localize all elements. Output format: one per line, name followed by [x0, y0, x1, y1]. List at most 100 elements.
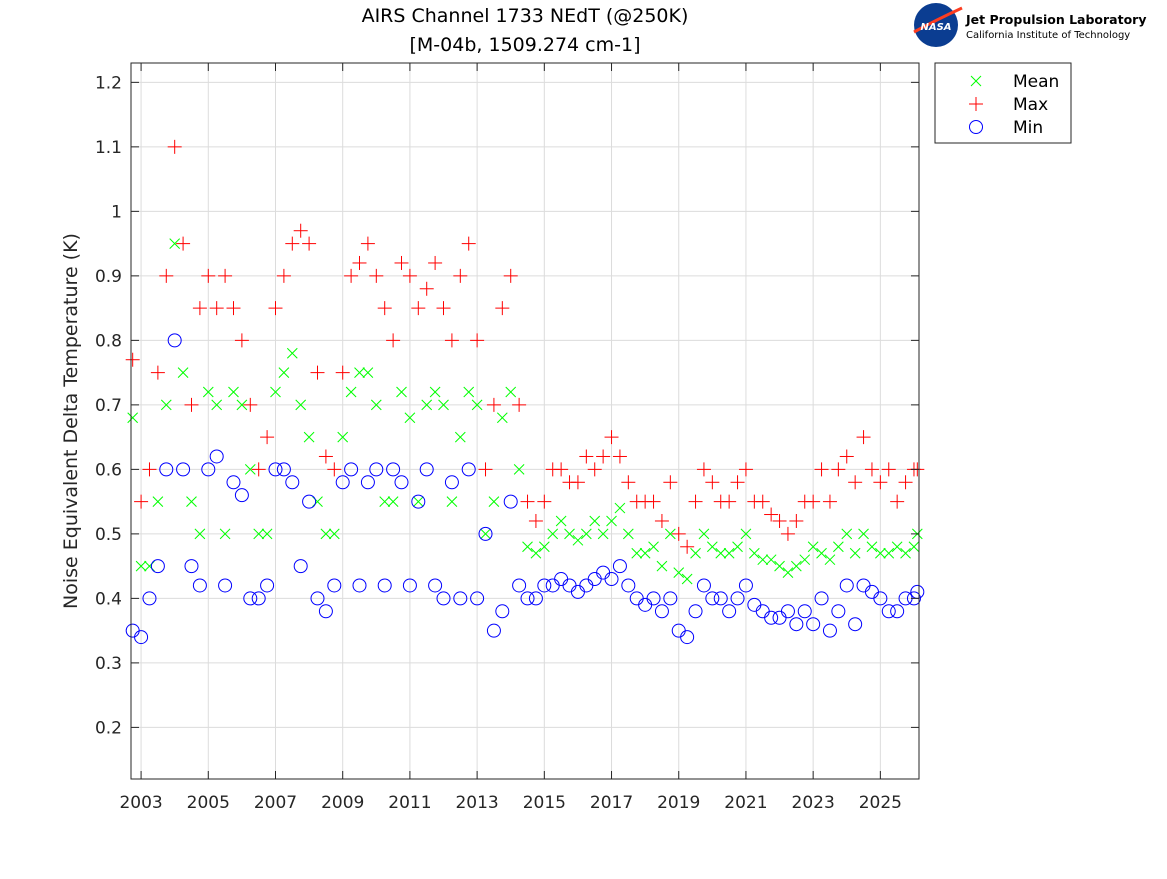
jpl-name: Jet Propulsion Laboratory [965, 12, 1146, 27]
point-min [453, 591, 468, 606]
point-mean [186, 496, 197, 507]
y-tick-label: 0.4 [95, 589, 122, 609]
point-max [402, 268, 417, 283]
point-max [512, 397, 527, 412]
point-min [831, 604, 846, 619]
point-mean [732, 541, 743, 553]
point-mean [328, 528, 340, 540]
point-min [738, 578, 753, 593]
point-mean [631, 547, 643, 559]
point-mean [412, 496, 424, 507]
point-max [302, 236, 317, 251]
point-min [285, 475, 300, 490]
point-min [327, 578, 342, 593]
legend-item-min[interactable]: Min [969, 118, 1044, 138]
x-tick-label: 2015 [523, 793, 566, 813]
point-min [696, 578, 711, 593]
x-tick-label: 2017 [590, 793, 633, 813]
point-min [848, 617, 863, 632]
point-min [789, 617, 804, 632]
y-axis-label: Noise Equivalent Delta Temperature (K) [60, 233, 82, 609]
point-mean [681, 573, 693, 585]
point-min [537, 578, 552, 593]
point-min [184, 559, 199, 574]
point-max [596, 449, 611, 464]
point-mean [597, 528, 609, 540]
point-min [545, 578, 560, 593]
legend-item-max[interactable]: Max [969, 95, 1048, 115]
point-min [344, 462, 359, 477]
point-max [789, 513, 804, 528]
point-mean [396, 386, 407, 398]
point-min [688, 604, 703, 619]
point-min [167, 333, 182, 348]
point-min [234, 488, 249, 503]
point-max [369, 268, 384, 283]
point-min [680, 630, 695, 645]
point-min [495, 604, 510, 619]
point-min [377, 578, 392, 593]
point-max [503, 268, 518, 283]
point-mean [488, 496, 500, 507]
legend[interactable]: Mean Max Min [934, 62, 1072, 144]
point-mean [471, 399, 483, 411]
point-mean [295, 399, 307, 411]
point-max [646, 494, 661, 509]
y-tick-label: 0.2 [95, 718, 122, 738]
point-min [209, 449, 224, 464]
y-tick-label: 0.5 [95, 525, 122, 545]
point-mean [387, 496, 399, 507]
y-tick-label: 1.2 [95, 73, 122, 93]
point-max [528, 513, 543, 528]
point-min [864, 584, 879, 599]
point-min [722, 604, 737, 619]
point-min [411, 494, 426, 509]
point-min [402, 578, 417, 593]
point-mean [337, 431, 349, 443]
point-mean [589, 515, 601, 527]
point-min [806, 617, 821, 632]
plot-frame [130, 62, 920, 780]
point-max [856, 430, 871, 445]
point-max [722, 494, 737, 509]
point-max [520, 494, 535, 509]
point-mean [446, 496, 458, 507]
point-max [184, 397, 199, 412]
point-max [428, 255, 443, 270]
y-tick-label: 0.6 [95, 460, 122, 480]
point-min [839, 578, 854, 593]
point-min [478, 526, 493, 541]
point-mean [530, 547, 542, 559]
point-mean [648, 541, 659, 553]
series-mean [127, 238, 923, 585]
legend-item-mean[interactable]: Mean [970, 72, 1059, 92]
point-max [276, 268, 291, 283]
point-min [192, 578, 207, 593]
y-tick-label: 0.7 [95, 396, 122, 416]
point-mean [908, 541, 920, 553]
jpl-logo: NASA Jet Propulsion Laboratory Californi… [913, 3, 1146, 47]
point-max [738, 462, 753, 477]
point-max [394, 255, 409, 270]
point-min [335, 475, 350, 490]
point-max [495, 301, 510, 316]
point-mean [698, 528, 710, 540]
point-mean [673, 567, 685, 578]
point-max [411, 301, 426, 316]
point-max [167, 139, 182, 154]
jpl-subtitle: California Institute of Technology [966, 30, 1130, 41]
point-mean [228, 386, 239, 398]
point-mean [278, 367, 290, 378]
point-mean [690, 547, 701, 559]
point-max [478, 462, 493, 477]
point-mean [740, 528, 752, 540]
point-max [671, 526, 686, 541]
point-mean [236, 399, 248, 411]
point-max [663, 475, 678, 490]
point-mean [774, 560, 785, 572]
point-min [764, 610, 779, 625]
point-min [369, 462, 384, 477]
point-max [579, 449, 594, 464]
point-mean [622, 528, 634, 540]
